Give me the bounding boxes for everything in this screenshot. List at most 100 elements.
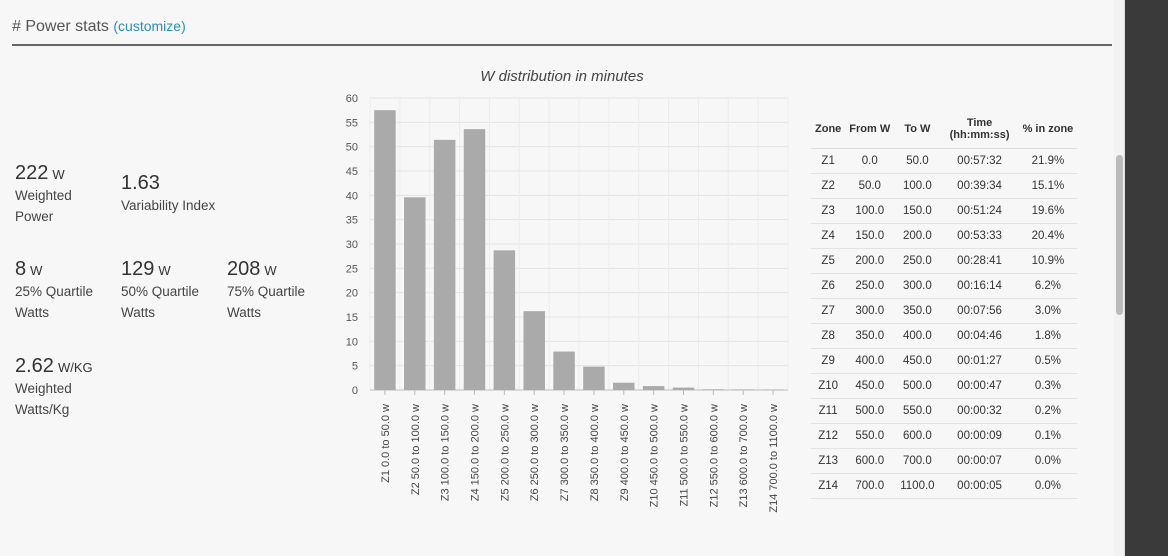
- x-tick-label: Z14 700.0 to 1100.0 w: [768, 404, 780, 513]
- table-row: Z6 250.0 300.0 00:16:14 6.2%: [811, 273, 1078, 299]
- stat-unit: W: [30, 263, 43, 278]
- table-cell: 400.0: [894, 323, 941, 349]
- header-divider: [12, 44, 1112, 46]
- bar[interactable]: [702, 389, 725, 390]
- bar[interactable]: [642, 386, 665, 390]
- bar[interactable]: [553, 351, 575, 390]
- x-tick-label: Z2 50.0 to 100.0 w: [410, 404, 422, 495]
- table-cell: 1.8%: [1018, 323, 1078, 349]
- stat-label: Watts/Kg: [15, 402, 70, 417]
- table-cell: 500.0: [845, 398, 895, 424]
- table-cell: 0.5%: [1018, 348, 1078, 374]
- bar[interactable]: [672, 387, 695, 390]
- table-cell: 200.0: [845, 248, 895, 274]
- table-row: Z8 350.0 400.0 00:04:46 1.8%: [811, 323, 1078, 349]
- table-cell: 6.2%: [1018, 273, 1078, 299]
- table-header-row: Zone From W To W Time (hh:mm:ss) % in zo…: [811, 110, 1078, 149]
- x-tick-label: Z4 150.0 to 200.0 w: [470, 404, 482, 501]
- y-tick-label: 45: [346, 166, 358, 178]
- table-cell: 450.0: [845, 373, 895, 399]
- stat-value: 8: [15, 258, 27, 280]
- table-cell: Z6: [811, 273, 846, 299]
- table-cell: 00:39:34: [940, 173, 1019, 199]
- window-edge: [1142, 0, 1168, 556]
- table-cell: Z14: [811, 473, 846, 499]
- table-row: Z13 600.0 700.0 00:00:07 0.0%: [811, 448, 1078, 474]
- table-cell: 00:00:32: [940, 398, 1019, 424]
- table-row: Z14 700.0 1100.0 00:00:05 0.0%: [811, 473, 1078, 499]
- table-cell: 0.3%: [1018, 373, 1078, 399]
- table-row: Z9 400.0 450.0 00:01:27 0.5%: [811, 348, 1078, 374]
- table-cell: 00:07:56: [940, 298, 1019, 324]
- table-cell: 100.0: [845, 198, 895, 224]
- power-stats-panel: # Power stats (customize) 222 W Weighted …: [0, 0, 1125, 556]
- stat-label: Watts: [121, 305, 156, 320]
- table-cell: 00:00:09: [940, 423, 1019, 449]
- table-row: Z5 200.0 250.0 00:28:41 10.9%: [811, 248, 1078, 274]
- table-cell: 19.6%: [1018, 198, 1078, 224]
- table-cell: 350.0: [845, 323, 895, 349]
- table-cell: 500.0: [894, 373, 941, 399]
- table-cell: 550.0: [845, 423, 895, 449]
- table-cell: 400.0: [845, 348, 895, 374]
- table-cell: 700.0: [845, 473, 895, 499]
- x-tick-label: Z9 400.0 to 450.0 w: [619, 404, 631, 501]
- table-cell: Z7: [811, 298, 846, 324]
- bar[interactable]: [404, 197, 426, 390]
- stat-label: 75% Quartile: [227, 284, 306, 299]
- stat-value: 2.62: [15, 355, 54, 377]
- y-tick-label: 30: [346, 239, 358, 251]
- bar[interactable]: [732, 389, 754, 390]
- table-cell: 00:57:32: [940, 148, 1019, 174]
- bar[interactable]: [613, 382, 635, 390]
- x-tick-label: Z7 300.0 to 350.0 w: [559, 404, 571, 501]
- table-cell: Z13: [811, 448, 846, 474]
- bar[interactable]: [433, 139, 456, 390]
- y-tick-label: 50: [346, 142, 358, 154]
- stat-unit: W: [264, 263, 277, 278]
- y-tick-label: 25: [346, 263, 358, 275]
- table-cell: 00:51:24: [940, 198, 1019, 224]
- bar[interactable]: [762, 389, 784, 391]
- y-tick-label: 15: [346, 312, 358, 324]
- column-header: % in zone: [1018, 110, 1078, 149]
- quartile-50-stat: 129 W 50% Quartile Watts: [121, 258, 199, 323]
- section-title: # Power stats: [12, 18, 109, 35]
- table-cell: Z12: [811, 423, 846, 449]
- table-cell: 350.0: [894, 298, 941, 324]
- table-cell: 20.4%: [1018, 223, 1078, 249]
- table-cell: 300.0: [894, 273, 941, 299]
- customize-link[interactable]: (customize): [113, 18, 186, 34]
- stat-label: Weighted: [15, 381, 72, 396]
- bar[interactable]: [493, 250, 516, 390]
- table-cell: 250.0: [845, 273, 895, 299]
- table-cell: 0.1%: [1018, 423, 1078, 449]
- stat-unit: W: [52, 167, 65, 182]
- table-cell: 0.0%: [1018, 473, 1078, 499]
- table-cell: 00:04:46: [940, 323, 1019, 349]
- bar[interactable]: [523, 311, 545, 390]
- table-cell: 0.2%: [1018, 398, 1078, 424]
- x-tick-label: Z11 500.0 to 550.0 w: [679, 404, 691, 507]
- stat-value: 1.63: [121, 172, 160, 194]
- stat-label: 50% Quartile: [121, 284, 200, 299]
- table-cell: 00:00:07: [940, 448, 1019, 474]
- stat-label: Power: [15, 209, 54, 224]
- bar[interactable]: [463, 129, 486, 390]
- stat-label: Watts: [15, 305, 50, 320]
- table-cell: Z5: [811, 248, 846, 274]
- quartile-75-stat: 208 W 75% Quartile Watts: [227, 258, 305, 323]
- table-row: Z12 550.0 600.0 00:00:09 0.1%: [811, 423, 1078, 449]
- table-row: Z3 100.0 150.0 00:51:24 19.6%: [811, 198, 1078, 224]
- bar[interactable]: [583, 366, 605, 390]
- table-cell: 250.0: [894, 248, 941, 274]
- table-cell: 15.1%: [1018, 173, 1078, 199]
- bar[interactable]: [374, 110, 396, 391]
- table-cell: 150.0: [845, 223, 895, 249]
- chart-title: W distribution in minutes: [480, 68, 644, 85]
- scrollbar-thumb[interactable]: [1116, 155, 1123, 315]
- y-tick-label: 10: [346, 336, 358, 348]
- table-cell: 50.0: [894, 148, 941, 174]
- table-cell: 0.0: [845, 148, 895, 174]
